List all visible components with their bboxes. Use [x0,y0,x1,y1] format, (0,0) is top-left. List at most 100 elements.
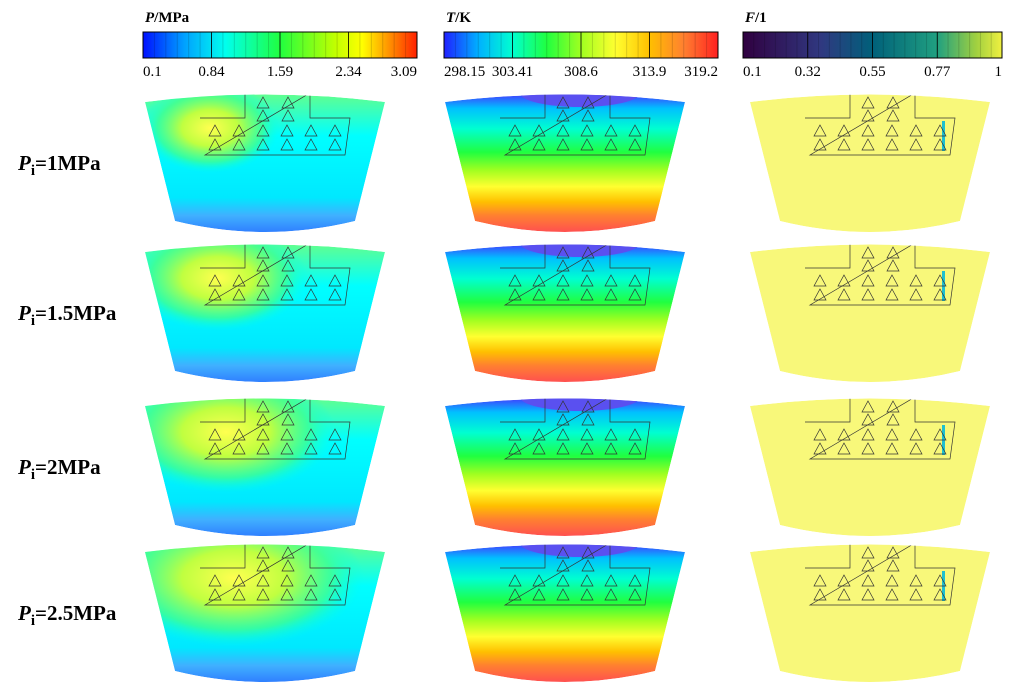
channel [628,574,642,587]
channel [304,274,318,287]
channel [256,428,270,441]
channel [885,138,899,151]
channel [909,428,923,441]
channel [886,109,900,122]
channel [532,124,546,137]
channel [556,259,570,272]
contour [750,94,990,232]
channel [628,442,642,455]
channel [581,259,595,272]
channel [837,124,851,137]
channel [886,259,900,272]
channel [580,428,594,441]
colorbar-title: F/1 [744,10,767,26]
channel [628,274,642,287]
symbol: P [17,601,31,625]
channel [628,588,642,601]
tick-label: 0.55 [859,64,885,80]
channel [508,274,522,287]
channel [933,574,947,587]
channel [933,428,947,441]
channel [280,588,294,601]
channel [508,574,522,587]
colorbar-title: P/MPa [145,10,190,26]
tick-label: 303.41 [492,64,533,80]
channel [256,288,270,301]
structure [805,244,956,306]
channel [256,259,270,272]
channel [861,428,875,441]
channel [256,559,270,572]
channel [232,442,246,455]
structure [500,244,651,306]
channel [208,288,222,301]
channel [581,109,595,122]
channel [885,588,899,601]
channel [281,96,295,109]
structure [200,94,351,156]
channel [208,138,222,151]
channel [208,588,222,601]
channel [581,559,595,572]
symbol: F [744,10,755,26]
channel [604,574,618,587]
channel [281,400,295,413]
channel [328,124,342,137]
channel [837,574,851,587]
cold-region [520,398,640,411]
tick-label: 1.59 [267,64,293,80]
channel [604,288,618,301]
contour [445,398,685,536]
channel [580,124,594,137]
channel [861,574,875,587]
channel [556,96,570,109]
channel [281,413,295,426]
tick-label: 313.9 [633,64,667,80]
channel [256,413,270,426]
channel [886,413,900,426]
channel [604,442,618,455]
field [750,244,990,382]
channel [508,138,522,151]
row-label: Pi=2MPa [17,455,101,483]
channel [886,546,900,559]
symbol: T [446,10,456,26]
channel [256,400,270,413]
channel [909,138,923,151]
channel [580,574,594,587]
channel [933,588,947,601]
channel [933,138,947,151]
subscript: i [31,313,35,329]
channel [532,574,546,587]
structure [200,244,351,306]
hot-region [145,398,336,493]
channel [280,288,294,301]
channel [304,138,318,151]
channel [232,428,246,441]
channel [861,588,875,601]
unit: /1 [754,10,767,26]
contour [445,544,685,682]
tick-label: 298.15 [444,64,485,80]
channel [885,124,899,137]
channel [861,274,875,287]
channel [556,138,570,151]
channel [532,428,546,441]
channel [208,428,222,441]
channel [532,288,546,301]
channel [232,588,246,601]
channel [280,428,294,441]
channel [280,274,294,287]
channel [861,288,875,301]
channel [861,413,875,426]
channel [328,428,342,441]
channel [208,274,222,287]
text: =1.5MPa [35,301,117,325]
symbol: P [17,301,31,325]
cold-region [520,94,640,107]
channel [861,546,875,559]
channel [933,442,947,455]
channel [837,588,851,601]
tick-label: 1 [995,64,1003,80]
channel [256,442,270,455]
